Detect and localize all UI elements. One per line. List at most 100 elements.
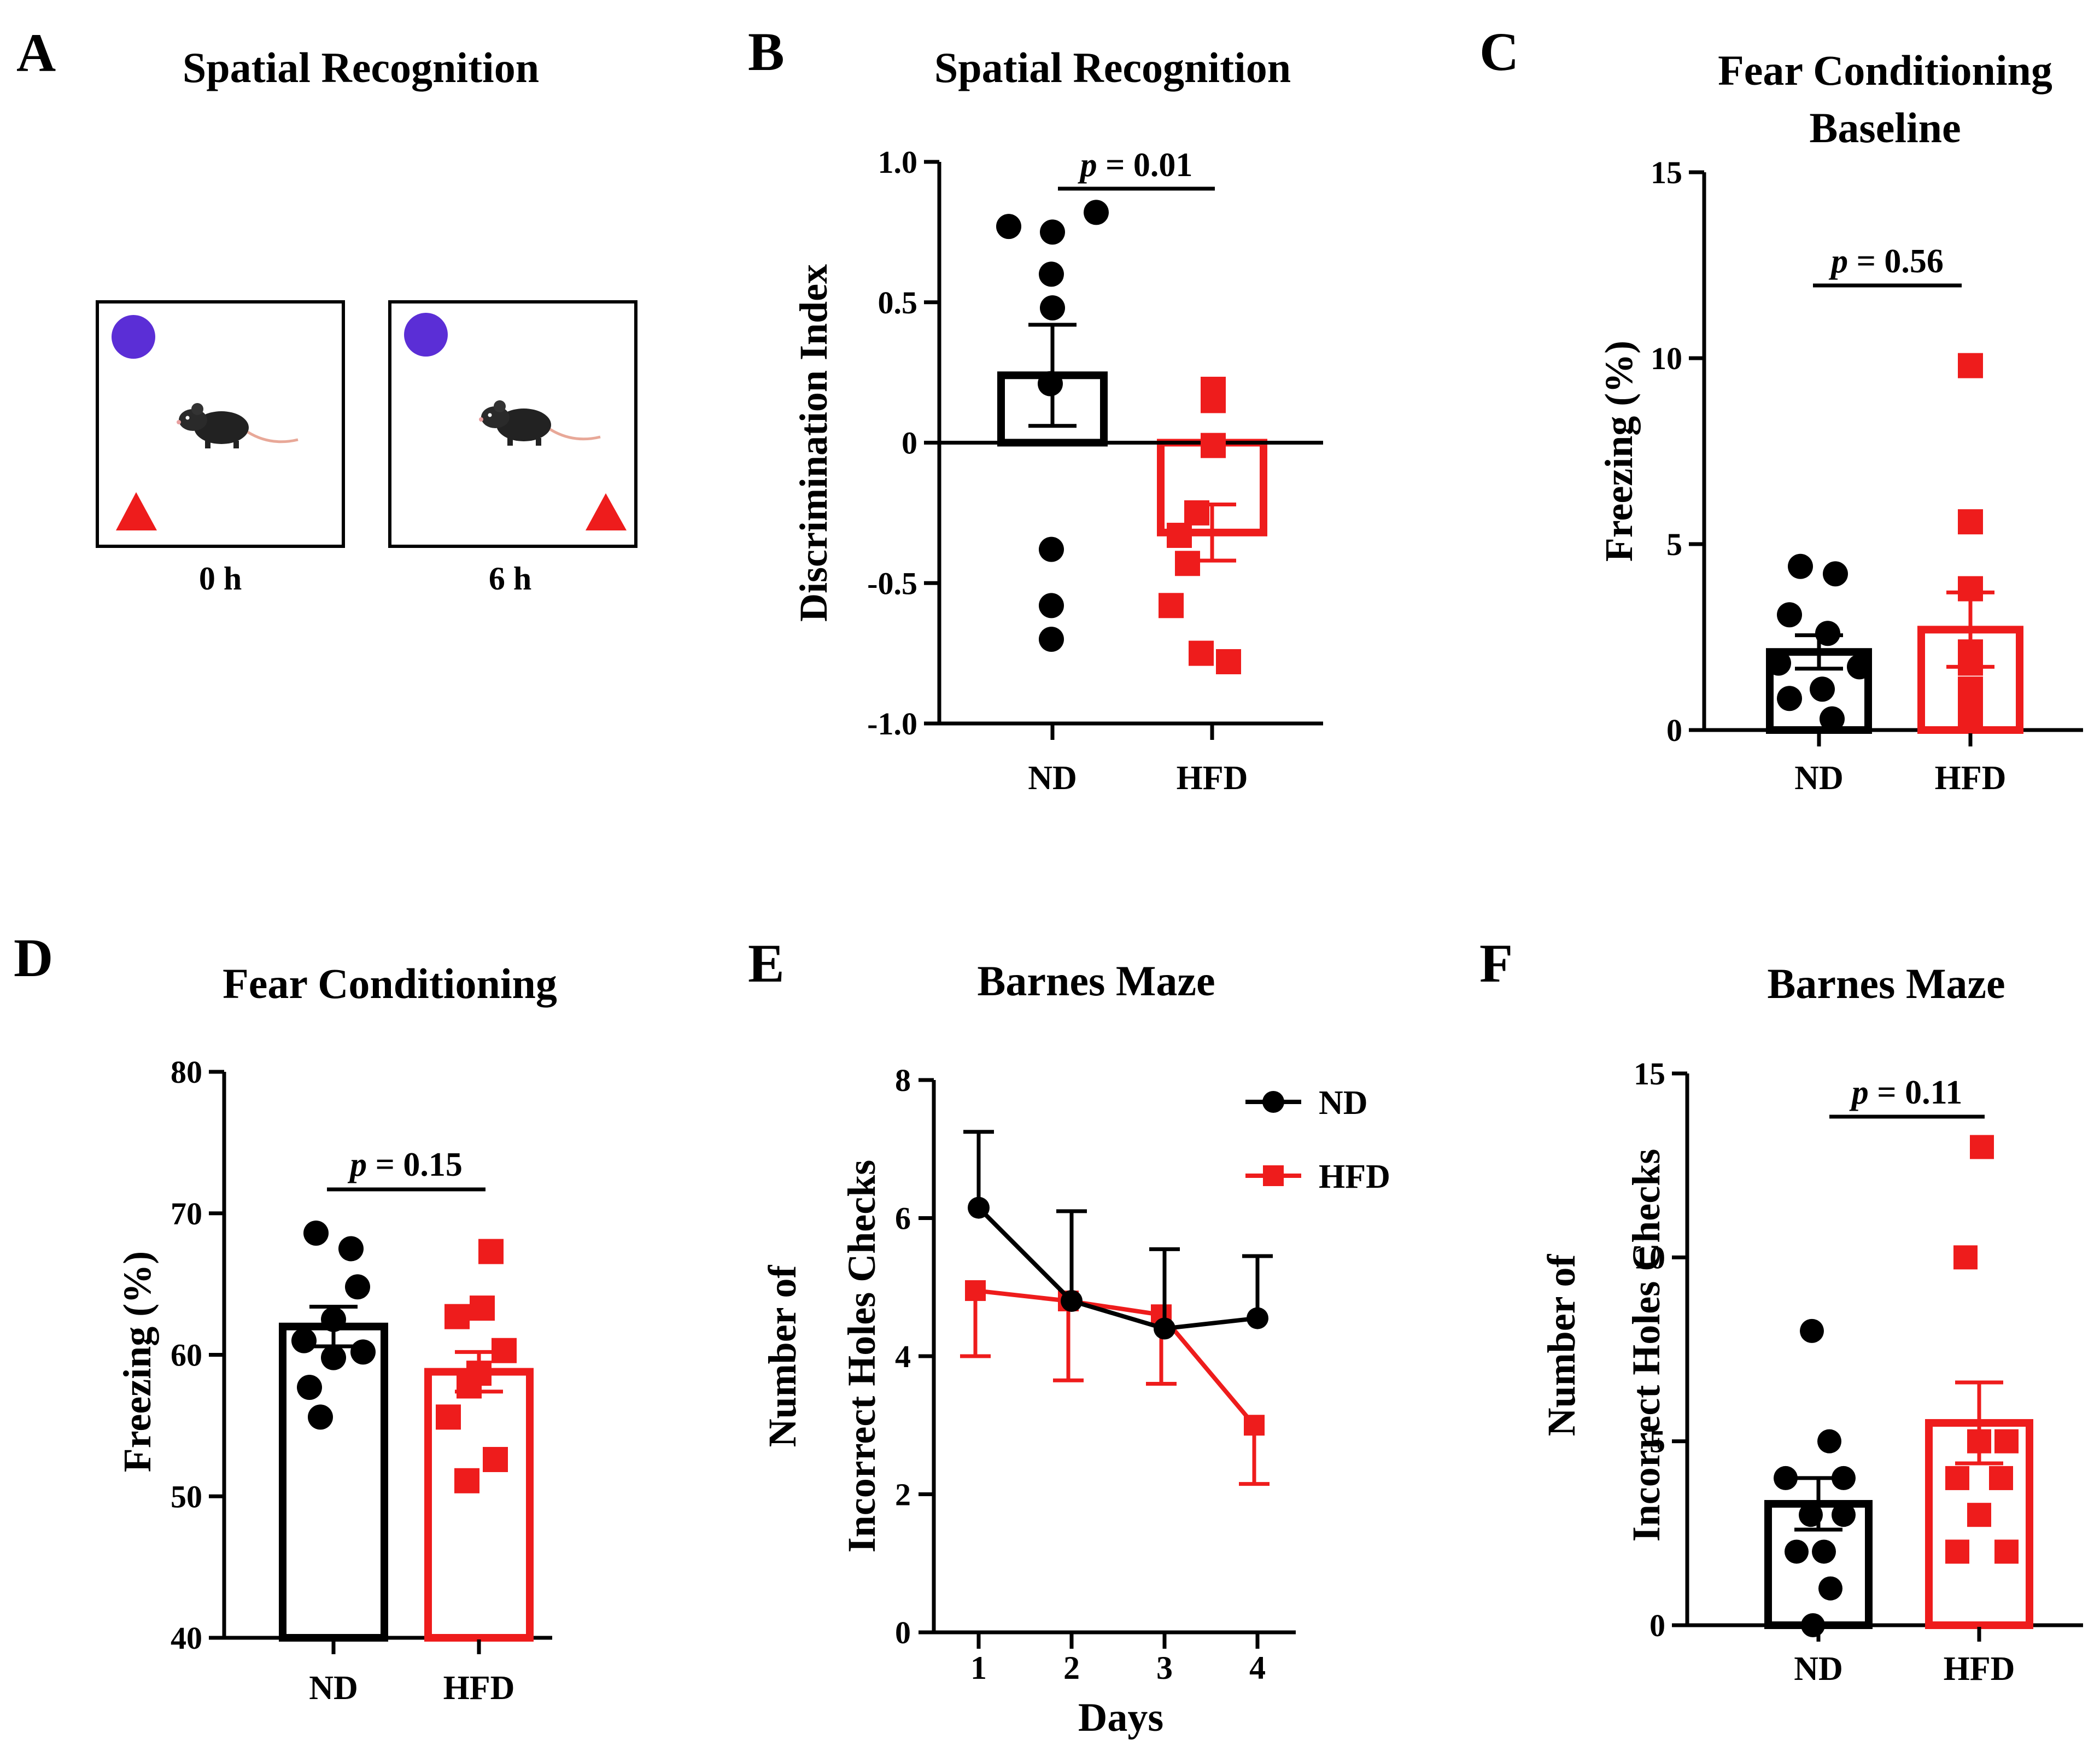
y-tick-label: 50 bbox=[171, 1479, 202, 1514]
data-point-hfd bbox=[444, 1304, 470, 1329]
legend-label-nd: ND bbox=[1319, 1084, 1368, 1122]
data-point-hfd bbox=[1201, 388, 1226, 413]
series-line-nd bbox=[977, 1206, 1258, 1331]
panel-c: C Fear Conditioning Baseline Freezing (%) 15… bbox=[1479, 21, 2083, 797]
y-tick-label: 0 bbox=[902, 425, 917, 461]
y-axis-label-line-2: Incorrect Holes Checks bbox=[1624, 1149, 1668, 1542]
y-tick-label: 6 bbox=[895, 1201, 911, 1236]
y-tick-label: 40 bbox=[171, 1620, 202, 1656]
legend-marker-nd bbox=[1262, 1091, 1284, 1113]
y-tick-label: 10 bbox=[1651, 341, 1682, 376]
y-tick-label: -1.0 bbox=[867, 706, 917, 742]
x-tick-label: 2 bbox=[1063, 1650, 1080, 1686]
panel-a: A Spatial Recognition 0 h 6 h bbox=[16, 22, 637, 597]
x-tick-label: 1 bbox=[970, 1650, 987, 1686]
data-point-nd bbox=[1810, 676, 1835, 702]
mouse-icon bbox=[479, 400, 600, 446]
data-point-nd bbox=[1774, 1466, 1798, 1490]
data-point-nd bbox=[1832, 1503, 1856, 1527]
chart-title-line-1: Fear Conditioning bbox=[1718, 46, 2052, 94]
data-point-nd bbox=[1832, 1466, 1856, 1490]
chart-title: Barnes Maze bbox=[977, 957, 1215, 1005]
chart-title: Spatial Recognition bbox=[934, 44, 1291, 91]
panel-letter: E bbox=[748, 933, 785, 994]
data-point-nd bbox=[1817, 1429, 1841, 1454]
x-tick-label-nd: ND bbox=[1028, 760, 1077, 797]
x-tick-label: 4 bbox=[1249, 1650, 1266, 1686]
y-tick-label: 2 bbox=[895, 1477, 911, 1513]
data-point-nd bbox=[1800, 1318, 1824, 1343]
arena-box-0h bbox=[96, 300, 345, 548]
data-point-nd bbox=[1061, 1290, 1083, 1312]
p-value-label: p = 0.15 bbox=[347, 1146, 463, 1183]
data-point-hfd bbox=[1958, 509, 1983, 535]
data-point-hfd bbox=[1167, 522, 1192, 548]
panel-letter: D bbox=[14, 927, 53, 988]
data-point-hfd bbox=[1201, 433, 1226, 458]
data-point-hfd bbox=[1967, 1503, 1991, 1527]
data-point-nd bbox=[1040, 295, 1065, 321]
legend: ND HFD bbox=[1245, 1084, 1390, 1195]
arena-label-6h: 6 h bbox=[489, 561, 531, 597]
x-tick-label-hfd: HFD bbox=[1944, 1650, 2015, 1688]
y-axis-label-line-1: Number of bbox=[1540, 1254, 1583, 1437]
y-tick-label: 80 bbox=[171, 1054, 202, 1090]
circle-object-icon bbox=[404, 313, 448, 357]
data-point-nd bbox=[1820, 706, 1845, 732]
y-tick-label: 4 bbox=[895, 1339, 911, 1374]
data-point-nd bbox=[1084, 200, 1109, 225]
series-line-hfd bbox=[975, 1288, 1256, 1427]
data-point-nd bbox=[996, 214, 1021, 240]
data-point-nd bbox=[1777, 602, 1802, 628]
panel-letter-a: A bbox=[16, 22, 56, 83]
y-tick-label: 0.5 bbox=[878, 285, 918, 320]
data-point-hfd bbox=[470, 1295, 495, 1321]
mouse-icon bbox=[177, 403, 298, 448]
data-point-nd bbox=[1812, 1539, 1836, 1564]
y-tick-label: 5 bbox=[1649, 1424, 1665, 1460]
triangle-object-icon bbox=[116, 492, 157, 530]
panel-b: B Spatial Recognition Discrimination Index… bbox=[748, 21, 1323, 797]
data-point-nd bbox=[1766, 650, 1791, 676]
x-tick-label-nd: ND bbox=[1794, 760, 1844, 797]
data-point-hfd bbox=[1244, 1415, 1265, 1436]
data-point-nd bbox=[1818, 1576, 1842, 1601]
data-point-hfd bbox=[1989, 1466, 2013, 1490]
data-point-hfd bbox=[1970, 1135, 1994, 1159]
circle-object-icon bbox=[112, 315, 155, 359]
y-tick-label: 8 bbox=[895, 1063, 911, 1098]
data-point-nd bbox=[1823, 561, 1848, 587]
data-point-hfd bbox=[454, 1468, 479, 1493]
data-point-hfd bbox=[1945, 1466, 1969, 1490]
data-point-hfd bbox=[1958, 353, 1983, 378]
data-point-nd bbox=[321, 1345, 346, 1370]
data-point-nd bbox=[1847, 654, 1872, 680]
data-point-hfd bbox=[483, 1446, 508, 1472]
data-point-nd bbox=[968, 1196, 990, 1219]
arena-label-0h: 0 h bbox=[199, 561, 242, 597]
p-value-label: p = 0.01 bbox=[1078, 147, 1193, 184]
data-point-hfd bbox=[965, 1280, 986, 1301]
p-value-label: p = 0.11 bbox=[1849, 1074, 1962, 1111]
legend-label-hfd: HFD bbox=[1319, 1158, 1390, 1195]
y-tick-label: 10 bbox=[1634, 1240, 1665, 1275]
data-point-nd bbox=[297, 1375, 322, 1400]
data-point-hfd bbox=[478, 1239, 504, 1264]
y-axis-label: Discrimination Index bbox=[792, 264, 835, 622]
data-point-nd bbox=[1788, 553, 1813, 579]
data-point-nd bbox=[345, 1274, 370, 1300]
panel-d: D Fear Conditioning Freezing (%) 80 70 60 50 40… bbox=[14, 927, 557, 1707]
p-value-label: p = 0.56 bbox=[1828, 243, 1944, 280]
x-tick-label-nd: ND bbox=[1794, 1650, 1843, 1688]
x-axis-label: Days bbox=[1078, 1695, 1163, 1740]
chart-title: Barnes Maze bbox=[1767, 960, 2005, 1007]
data-point-nd bbox=[1247, 1307, 1268, 1329]
data-point-hfd bbox=[1994, 1429, 2019, 1454]
panel-f: F Barnes Maze Number of Incorrect Holes Che… bbox=[1479, 933, 2083, 1688]
data-point-hfd bbox=[1216, 649, 1241, 675]
data-point-nd bbox=[1039, 536, 1064, 562]
data-point-nd bbox=[1039, 593, 1064, 618]
data-point-hfd bbox=[1175, 551, 1200, 576]
y-axis-label-line-1: Number of bbox=[761, 1265, 804, 1448]
